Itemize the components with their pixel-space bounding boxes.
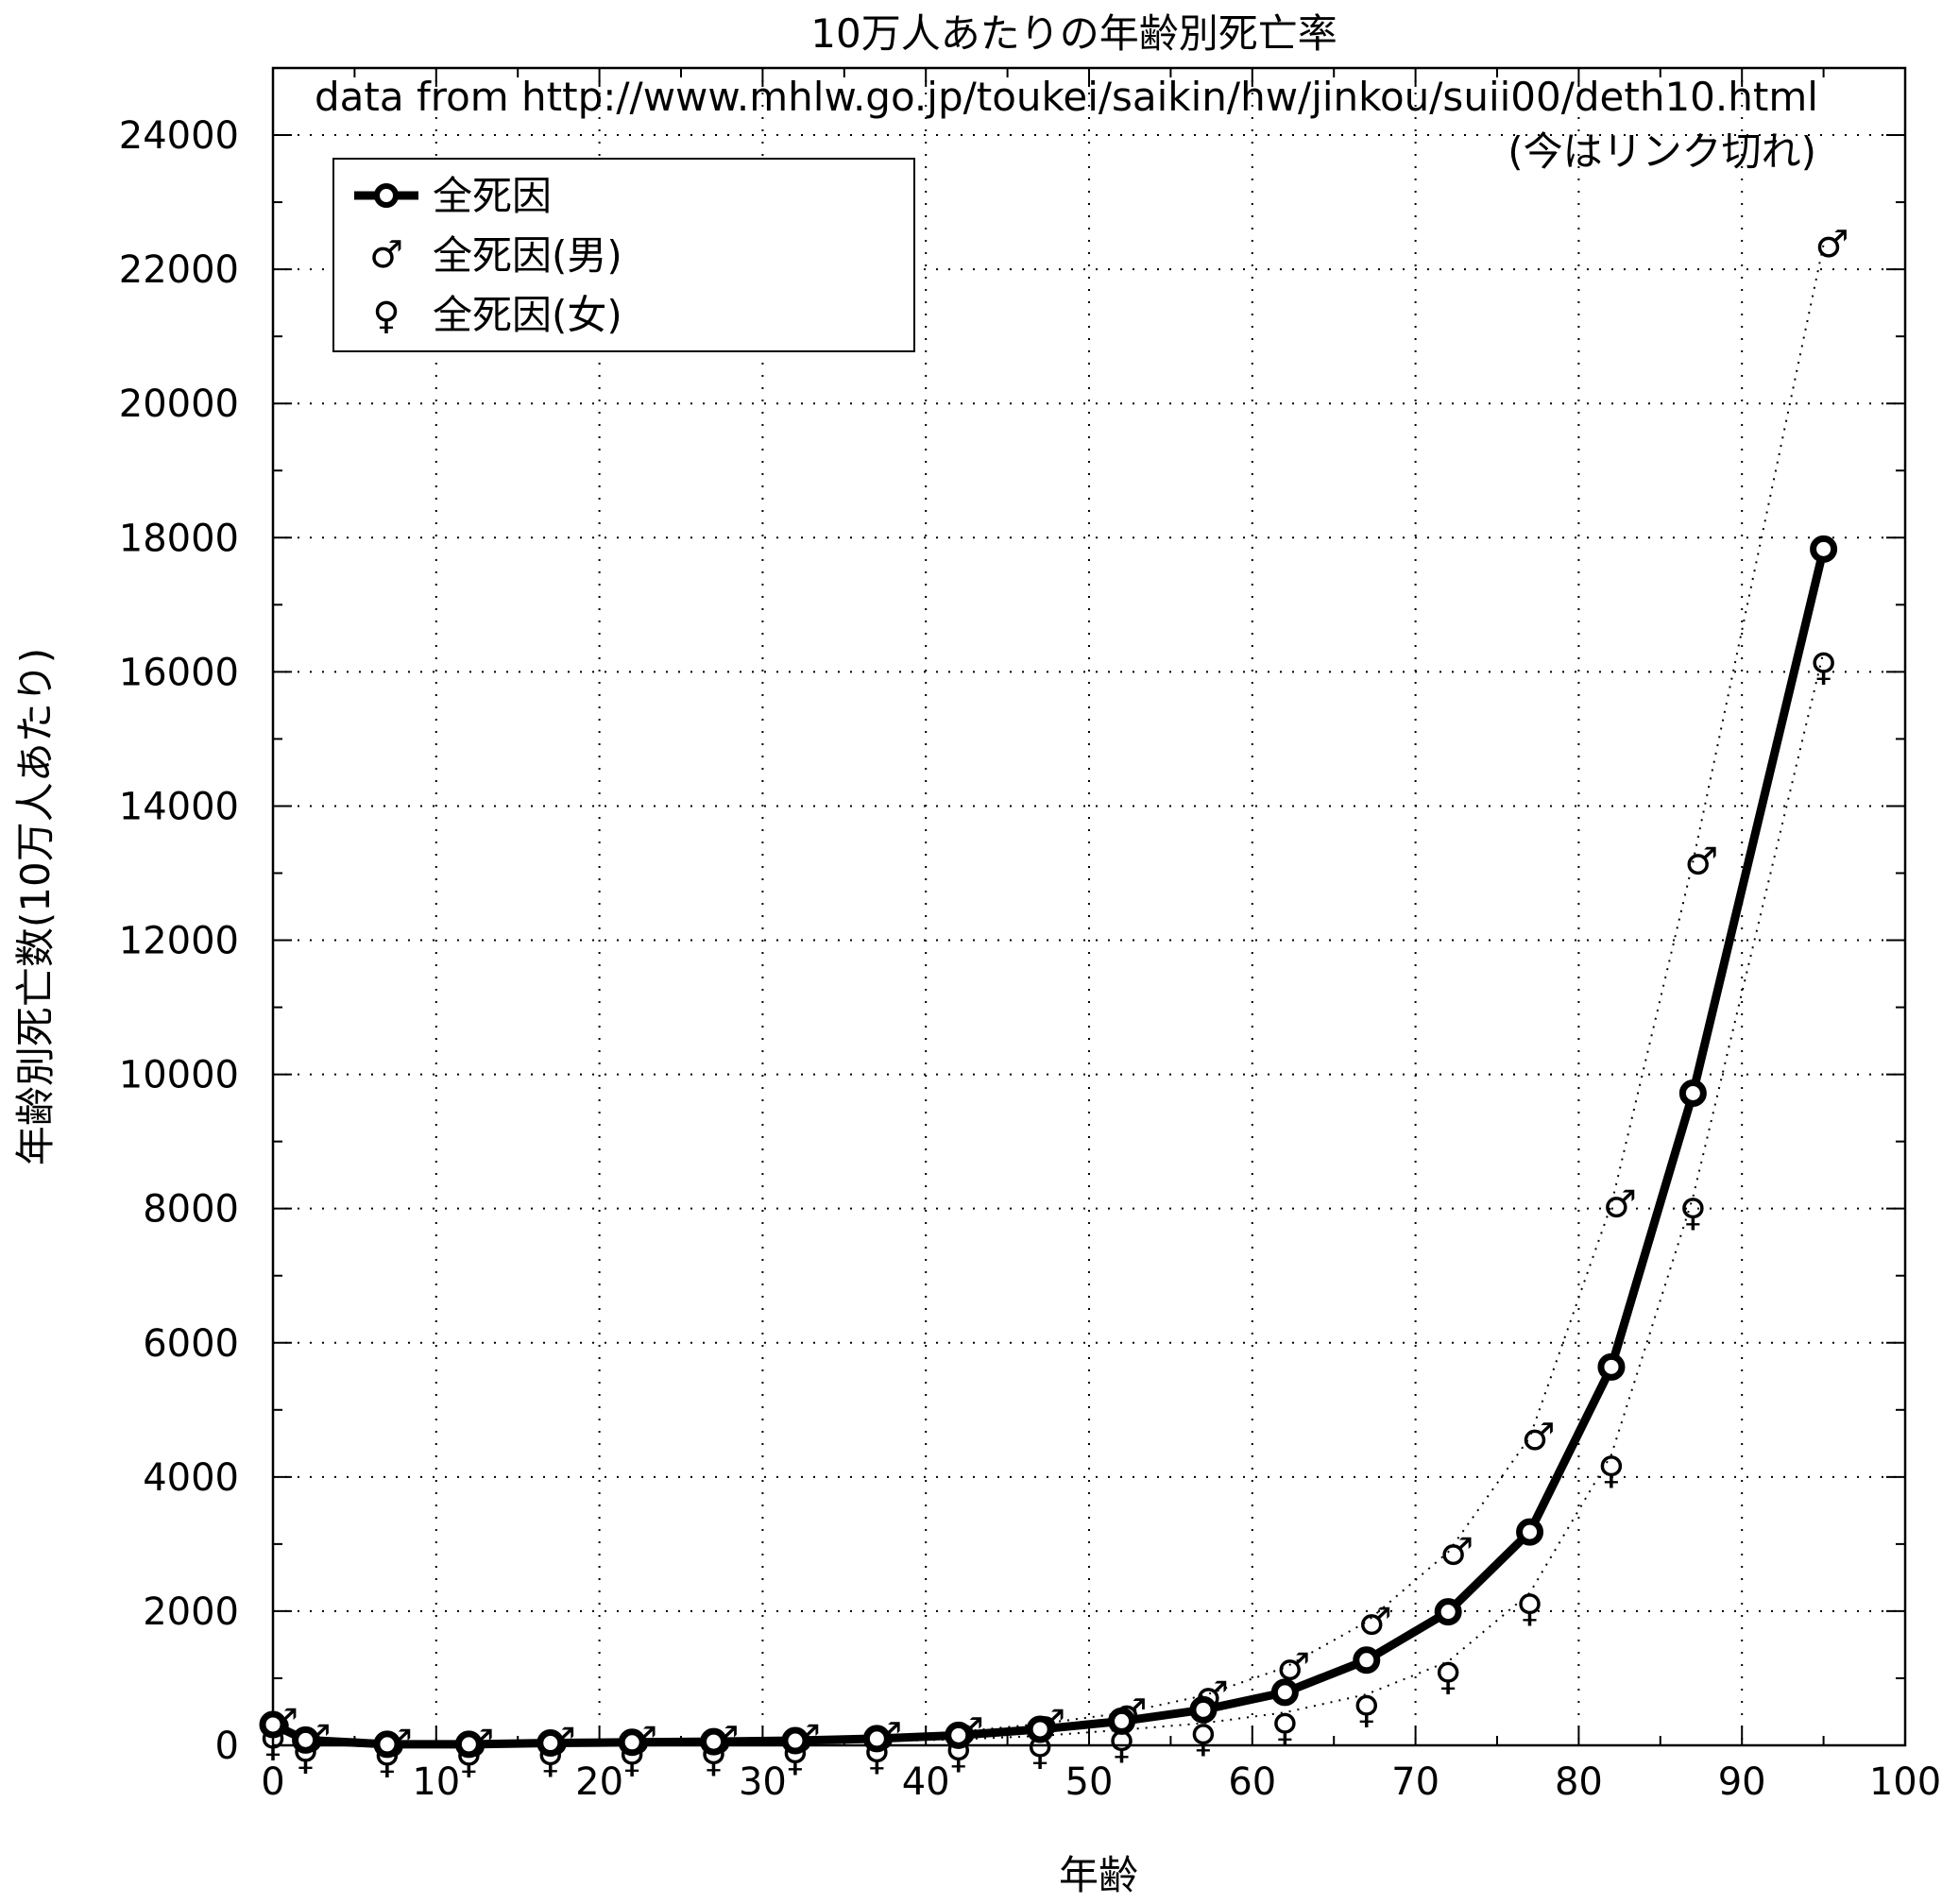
x-tick-label: 10 xyxy=(412,1760,460,1804)
x-axis-label: 年齢 xyxy=(1059,1852,1138,1898)
all-causes-point xyxy=(1434,1598,1462,1626)
y-tick-label: 10000 xyxy=(119,1054,239,1097)
x-tick-label: 100 xyxy=(1869,1760,1941,1804)
legend-marker-all xyxy=(374,183,399,208)
series-line-all xyxy=(271,548,1828,1749)
all-causes-point xyxy=(292,1726,320,1754)
y-tick-label: 6000 xyxy=(143,1322,239,1366)
data-source-note: data from http://www.mhlw.go.jp/toukei/s… xyxy=(315,74,1818,120)
female-symbol-marker: ♀ xyxy=(1271,1707,1299,1750)
y-tick-label: 0 xyxy=(215,1725,239,1768)
male-symbol-marker: ♂ xyxy=(1522,1416,1556,1459)
all-causes-point xyxy=(1108,1707,1136,1735)
series-layer: ♂♂♂♂♂♂♂♂♂♂♂♂♂♂♂♂♂♂♂♂♀♀♀♀♀♀♀♀♀♀♀♀♀♀♀♀♀♀♀♀ xyxy=(259,223,1848,1782)
male-symbol-marker: ♂ xyxy=(1439,1530,1474,1573)
chart-title: 10万人あたりの年齢別死亡率 xyxy=(810,10,1337,57)
x-tick-label: 50 xyxy=(1065,1760,1114,1804)
y-axis-label: 年齢別死亡数(10万人あたり) xyxy=(12,648,59,1165)
male-symbol-marker: ♂ xyxy=(1358,1600,1392,1643)
male-symbol-marker: ♂ xyxy=(1815,223,1849,266)
x-tick-label: 80 xyxy=(1555,1760,1603,1804)
x-tick-label: 40 xyxy=(902,1760,950,1804)
x-tick-label: 0 xyxy=(261,1760,284,1804)
all-causes-point xyxy=(454,1730,483,1759)
female-symbol-marker: ♀ xyxy=(1679,1192,1707,1235)
female-symbol-marker: ♀ xyxy=(1189,1718,1217,1761)
all-causes-point xyxy=(1189,1695,1218,1724)
female-symbol-marker: ♀ xyxy=(1516,1588,1543,1631)
female-symbol-marker: ♀ xyxy=(1435,1656,1462,1699)
y-tick-label: 24000 xyxy=(119,114,239,158)
x-tick-label: 90 xyxy=(1718,1760,1766,1804)
all-causes-point xyxy=(862,1725,891,1753)
y-tick-label: 2000 xyxy=(143,1590,239,1634)
all-causes-point xyxy=(1678,1079,1707,1107)
female-symbol-marker: ♀ xyxy=(1353,1689,1380,1732)
male-symbol-marker: ♂ xyxy=(1603,1182,1637,1226)
y-tick-label: 14000 xyxy=(119,785,239,828)
series-line-male xyxy=(272,244,1825,1745)
y-tick-label: 16000 xyxy=(119,651,239,694)
all-causes-point xyxy=(781,1726,809,1755)
all-causes-point xyxy=(1810,535,1838,563)
all-causes-point xyxy=(618,1728,646,1757)
x-tick-label: 20 xyxy=(575,1760,623,1804)
plot-area xyxy=(271,66,1907,1747)
all-causes-point xyxy=(1516,1518,1544,1546)
female-symbol-marker: ♀ xyxy=(1810,646,1837,689)
legend-label-female: 全死因(女) xyxy=(433,292,622,338)
link-broken-note: (今はリンク切れ) xyxy=(1508,128,1816,175)
all-causes-point xyxy=(700,1727,728,1756)
male-symbol-marker: ♂ xyxy=(1684,840,1718,883)
all-causes-point xyxy=(537,1729,565,1758)
y-tick-label: 18000 xyxy=(119,517,239,560)
x-tick-label: 60 xyxy=(1228,1760,1276,1804)
all-causes-point xyxy=(1353,1646,1381,1674)
y-tick-label: 20000 xyxy=(119,382,239,426)
all-causes-point xyxy=(1026,1715,1054,1743)
series-line-female xyxy=(272,651,1825,1746)
legend-label-male: 全死因(男) xyxy=(433,232,622,279)
all-causes-point xyxy=(373,1730,401,1759)
all-causes-point xyxy=(259,1710,287,1739)
y-tick-label: 12000 xyxy=(119,920,239,963)
legend-box xyxy=(332,158,915,352)
all-causes-point xyxy=(1270,1678,1299,1707)
all-causes-point xyxy=(1597,1352,1626,1381)
y-tick-label: 4000 xyxy=(143,1456,239,1500)
legend-marker-female: ♀ xyxy=(372,295,400,338)
x-tick-label: 30 xyxy=(739,1760,787,1804)
all-causes-point xyxy=(945,1721,973,1749)
legend-label-all: 全死因 xyxy=(433,173,552,219)
y-tick-label: 22000 xyxy=(119,248,239,292)
x-tick-label: 70 xyxy=(1391,1760,1439,1804)
legend-marker-male: ♂ xyxy=(369,233,403,277)
female-symbol-marker: ♀ xyxy=(1597,1449,1625,1492)
axis-ticks: 0 10 20 30 40 50 60 70 80 90 100 0 2000 4000 6000 8000 1… xyxy=(119,68,1941,1804)
legend: 全死因 ♂ 全死因(男) ♀ 全死因(女) xyxy=(332,158,915,352)
y-tick-label: 8000 xyxy=(143,1188,239,1232)
